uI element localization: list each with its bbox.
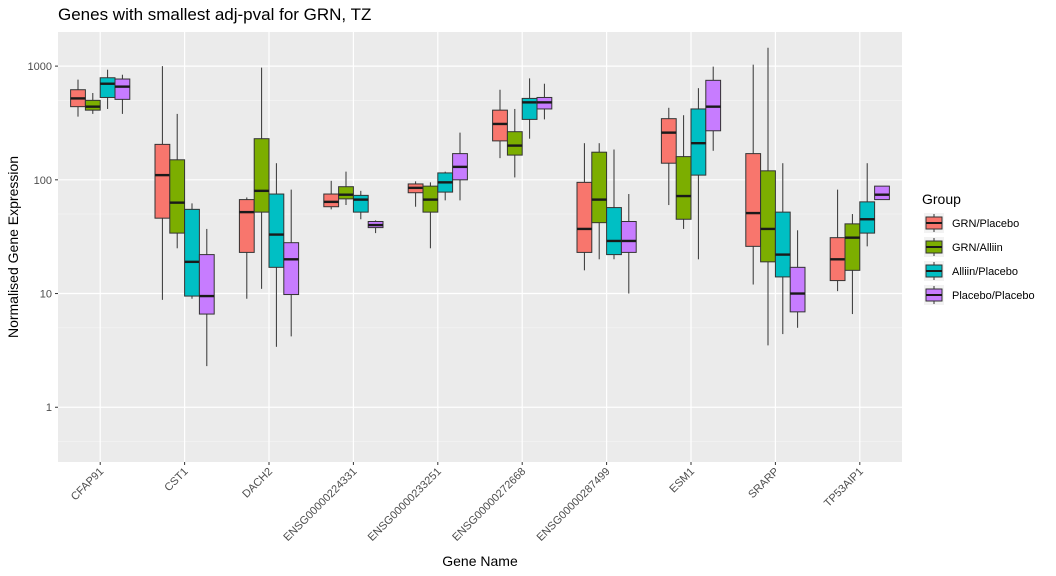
legend-item: GRN/Placebo bbox=[924, 213, 1019, 233]
legend-label: GRN/Alliin bbox=[952, 242, 1003, 254]
box-body bbox=[352, 194, 369, 213]
box-ESM1-2 bbox=[690, 88, 707, 260]
box-CFAP91-2 bbox=[99, 69, 116, 109]
boxes bbox=[70, 47, 890, 367]
box-body bbox=[660, 118, 677, 164]
box-CST1-3 bbox=[198, 228, 215, 367]
box-body bbox=[238, 199, 255, 253]
box-body bbox=[492, 109, 508, 142]
x-axis: CFAP91 CST1 DACH2 ENSG00000224331 ENSG000002… bbox=[69, 462, 866, 544]
x-tick-label: CFAP91 bbox=[69, 466, 106, 503]
box-body bbox=[774, 211, 791, 278]
box-body bbox=[591, 151, 608, 224]
box-body bbox=[114, 78, 131, 100]
box-ENSG00000224331-2 bbox=[352, 190, 369, 220]
x-tick-label: CST1 bbox=[162, 466, 190, 494]
legend-item: Placebo/Placebo bbox=[924, 285, 1035, 305]
box-SRARP-0 bbox=[745, 64, 762, 285]
box-DACH2-3 bbox=[283, 189, 300, 337]
box-ENSG00000224331-1 bbox=[338, 171, 354, 206]
box-ENSG00000272668-1 bbox=[506, 108, 523, 178]
legend-label: GRN/Placebo bbox=[952, 218, 1019, 230]
x-axis-label: Gene Name bbox=[442, 553, 518, 569]
box-ENSG00000287499-3 bbox=[620, 194, 637, 294]
y-axis: 1 10 100 1000 bbox=[28, 61, 58, 414]
y-axis-label: Normalised Gene Expression bbox=[5, 156, 21, 338]
box-DACH2-2 bbox=[268, 163, 285, 347]
box-ENSG00000272668-3 bbox=[536, 83, 553, 120]
box-body bbox=[675, 156, 692, 220]
legend-title: Group bbox=[922, 191, 961, 207]
legend-item: Alliin/Placebo bbox=[924, 261, 1018, 281]
box-CFAP91-1 bbox=[84, 93, 101, 114]
box-body bbox=[789, 266, 806, 313]
y-tick-label: 1 bbox=[46, 402, 52, 414]
box-TP53AIP1-2 bbox=[859, 163, 876, 247]
box-SRARP-2 bbox=[774, 163, 791, 335]
box-DACH2-1 bbox=[253, 67, 270, 289]
box-DACH2-0 bbox=[238, 197, 255, 299]
chart-title: Genes with smallest adj-pval for GRN, TZ bbox=[58, 5, 371, 24]
box-body bbox=[576, 181, 593, 253]
x-tick-label: ENSG00000233251 bbox=[366, 466, 444, 544]
box-body bbox=[169, 159, 186, 234]
x-tick-label: DACH2 bbox=[240, 466, 275, 501]
box-ENSG00000287499-2 bbox=[606, 149, 622, 260]
box-TP53AIP1-1 bbox=[844, 214, 861, 315]
box-body bbox=[323, 193, 340, 208]
x-tick-label: ENSG00000224331 bbox=[281, 466, 359, 544]
x-tick-label: SRARP bbox=[746, 466, 781, 501]
box-TP53AIP1-3 bbox=[874, 185, 890, 201]
box-body bbox=[99, 77, 116, 98]
box-body bbox=[620, 221, 637, 253]
box-ESM1-1 bbox=[675, 115, 692, 229]
x-tick-label: ESM1 bbox=[667, 466, 697, 496]
box-body bbox=[268, 193, 285, 268]
y-tick-label: 100 bbox=[34, 175, 52, 187]
x-tick-label: ENSG00000287499 bbox=[535, 466, 613, 544]
box-CFAP91-3 bbox=[114, 74, 131, 114]
box-body bbox=[84, 99, 101, 111]
legend-item: GRN/Alliin bbox=[924, 237, 1003, 257]
box-body bbox=[154, 143, 171, 219]
box-body bbox=[606, 207, 622, 256]
box-ENSG00000224331-0 bbox=[323, 180, 340, 210]
box-ENSG00000233251-1 bbox=[422, 182, 439, 249]
box-body bbox=[760, 170, 776, 263]
box-body bbox=[859, 201, 876, 234]
box-body bbox=[745, 153, 762, 247]
box-CST1-2 bbox=[184, 203, 200, 299]
y-tick-label: 10 bbox=[40, 289, 52, 301]
box-body bbox=[198, 254, 215, 315]
box-body bbox=[338, 186, 354, 200]
x-tick-label: ENSG00000272668 bbox=[450, 466, 528, 544]
box-body bbox=[844, 223, 861, 271]
legend-label: Alliin/Placebo bbox=[952, 266, 1018, 278]
box-body bbox=[506, 131, 523, 156]
box-body bbox=[874, 185, 890, 201]
box-CST1-0 bbox=[154, 66, 171, 300]
box-SRARP-3 bbox=[789, 230, 806, 328]
y-tick-label: 1000 bbox=[28, 61, 52, 73]
box-ENSG00000233251-3 bbox=[452, 132, 468, 201]
legend: Group GRN/Placebo GRN/Alliin Alliin/Placeb… bbox=[922, 191, 1035, 305]
box-ENSG00000287499-1 bbox=[591, 143, 608, 260]
x-tick-label: TP53AIP1 bbox=[822, 466, 866, 510]
box-ENSG00000224331-3 bbox=[367, 220, 384, 234]
box-body bbox=[184, 208, 200, 297]
box-ENSG00000272668-0 bbox=[492, 89, 508, 159]
legend-label: Placebo/Placebo bbox=[952, 290, 1035, 302]
box-CST1-1 bbox=[169, 113, 186, 249]
box-ENSG00000233251-2 bbox=[437, 171, 454, 201]
box-ESM1-3 bbox=[705, 66, 722, 151]
box-CFAP91-0 bbox=[70, 79, 86, 117]
box-body bbox=[253, 138, 270, 213]
box-ESM1-0 bbox=[660, 107, 677, 206]
box-body bbox=[283, 242, 300, 296]
box-SRARP-1 bbox=[760, 47, 776, 346]
